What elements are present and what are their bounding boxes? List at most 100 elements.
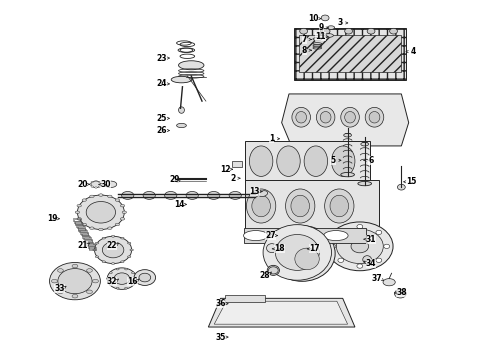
Text: 3: 3 (338, 18, 343, 27)
Bar (73, 218, 80, 221)
Ellipse shape (127, 256, 131, 258)
Ellipse shape (320, 112, 331, 123)
Ellipse shape (244, 230, 268, 240)
Ellipse shape (108, 227, 112, 229)
Text: 13: 13 (249, 187, 260, 196)
Ellipse shape (116, 287, 119, 289)
Ellipse shape (87, 290, 93, 293)
Ellipse shape (75, 211, 79, 213)
Text: 9: 9 (319, 23, 324, 32)
Bar (245, 180, 379, 232)
Text: 21: 21 (77, 241, 88, 250)
Ellipse shape (104, 181, 117, 188)
Circle shape (357, 225, 363, 229)
Ellipse shape (82, 199, 86, 201)
Bar (299, 35, 401, 72)
Ellipse shape (98, 186, 101, 187)
Ellipse shape (291, 195, 310, 217)
Ellipse shape (115, 199, 120, 201)
Bar (85, 240, 92, 243)
Bar (245, 140, 369, 182)
Ellipse shape (331, 146, 355, 176)
Ellipse shape (363, 256, 371, 264)
Text: 26: 26 (157, 126, 167, 135)
Text: 34: 34 (366, 259, 376, 268)
Ellipse shape (100, 184, 102, 185)
Circle shape (139, 273, 151, 282)
Bar (77, 225, 84, 228)
Circle shape (107, 268, 137, 289)
Circle shape (77, 195, 124, 229)
Ellipse shape (365, 107, 384, 127)
Ellipse shape (102, 261, 105, 263)
Circle shape (390, 28, 397, 34)
Polygon shape (208, 298, 355, 327)
Text: 24: 24 (157, 80, 167, 89)
Ellipse shape (313, 38, 322, 41)
Text: 8: 8 (302, 46, 307, 55)
Bar (80, 230, 87, 234)
Circle shape (86, 202, 116, 223)
Ellipse shape (95, 180, 97, 182)
Text: 7: 7 (302, 35, 307, 44)
Ellipse shape (263, 225, 331, 280)
Text: 33: 33 (54, 284, 65, 293)
Bar (74, 219, 81, 222)
Ellipse shape (178, 107, 184, 113)
Bar (82, 235, 89, 238)
Circle shape (327, 222, 393, 271)
Ellipse shape (290, 243, 315, 264)
Ellipse shape (269, 226, 335, 281)
Ellipse shape (93, 249, 96, 251)
Ellipse shape (90, 227, 94, 229)
Circle shape (344, 28, 352, 34)
Bar (78, 226, 84, 230)
Ellipse shape (208, 192, 220, 199)
Ellipse shape (108, 195, 112, 198)
Ellipse shape (277, 146, 300, 176)
Ellipse shape (115, 223, 120, 226)
Text: 25: 25 (157, 114, 167, 123)
Circle shape (351, 240, 368, 253)
Ellipse shape (121, 237, 124, 239)
Polygon shape (214, 301, 347, 324)
Ellipse shape (89, 184, 92, 185)
Ellipse shape (383, 279, 395, 286)
Ellipse shape (252, 195, 270, 217)
Ellipse shape (176, 123, 186, 128)
Ellipse shape (57, 290, 63, 293)
Circle shape (134, 270, 156, 285)
Ellipse shape (249, 146, 273, 176)
Ellipse shape (330, 195, 348, 217)
Ellipse shape (178, 61, 204, 70)
Ellipse shape (109, 272, 112, 274)
Ellipse shape (165, 192, 177, 199)
Bar (81, 232, 88, 235)
Bar (81, 233, 88, 237)
Circle shape (376, 230, 382, 235)
Circle shape (95, 236, 132, 264)
Bar (87, 243, 94, 246)
Ellipse shape (324, 230, 348, 240)
Circle shape (338, 230, 344, 235)
Text: 6: 6 (368, 156, 374, 165)
Text: 29: 29 (169, 175, 179, 184)
Circle shape (114, 273, 130, 284)
Ellipse shape (186, 192, 198, 199)
Ellipse shape (171, 76, 192, 83)
Text: 10: 10 (308, 14, 318, 23)
Ellipse shape (358, 181, 371, 186)
Ellipse shape (121, 217, 125, 220)
Ellipse shape (317, 107, 335, 127)
Text: 18: 18 (274, 244, 285, 253)
Ellipse shape (77, 204, 81, 207)
Ellipse shape (295, 248, 319, 270)
Bar (232, 161, 242, 167)
Ellipse shape (87, 269, 93, 272)
Ellipse shape (275, 234, 319, 270)
Text: 37: 37 (371, 274, 382, 283)
Ellipse shape (111, 235, 115, 237)
Ellipse shape (122, 211, 126, 213)
Ellipse shape (91, 186, 94, 187)
Ellipse shape (246, 189, 276, 223)
